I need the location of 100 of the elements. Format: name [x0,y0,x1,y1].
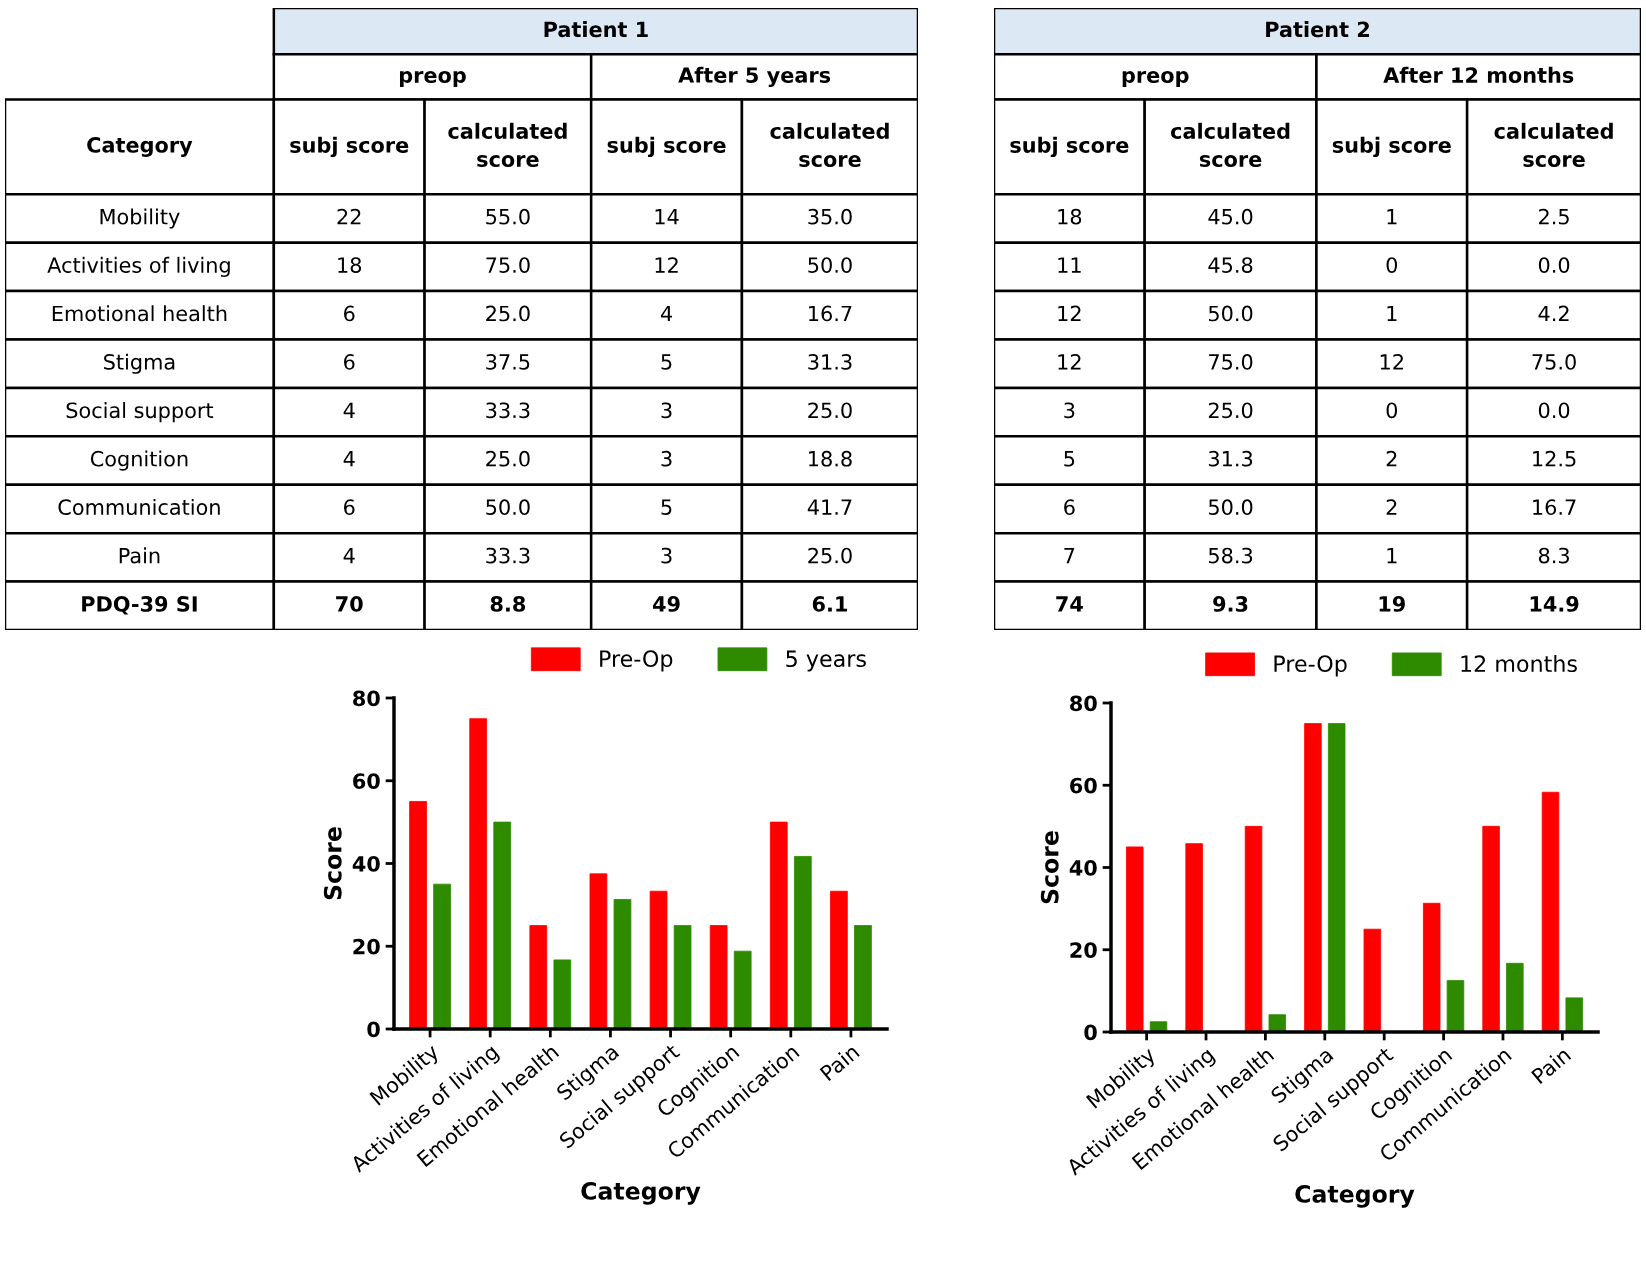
y-tick-label: 40 [1069,859,1097,876]
text: 14.9 [1530,596,1579,612]
legend-label: Pre-Op [1274,655,1347,677]
text: 1 [1387,209,1397,225]
y-tick-label: 20 [353,938,380,955]
legend-label: 5 years [786,650,866,672]
text: Cognition [90,450,188,471]
text: 25.0 [486,305,530,322]
text: calculated score [770,122,889,168]
text: 6 [344,354,355,370]
text: 12.5 [1533,450,1576,467]
bar [1541,791,1560,1032]
bar [1506,962,1524,1032]
bar [613,899,632,1029]
y-tick-label: 60 [353,773,380,789]
text: 50.0 [1208,499,1253,516]
text: Stigma [104,353,175,374]
text: 74 [1056,596,1083,612]
x-tick-label: Pain [1530,1046,1572,1085]
text: 75.0 [1209,354,1253,370]
text: 58.3 [1208,547,1253,564]
text: subj score [290,136,409,158]
text: 45.0 [1208,208,1253,225]
text: 16.7 [1533,499,1576,516]
text: 2.5 [1539,208,1569,225]
bar [1422,902,1441,1032]
bar [830,890,848,1029]
bar [469,718,488,1029]
x-axis-title: Category [1295,1185,1415,1208]
text: 11 [1058,257,1081,273]
text: Patient 1 [544,21,648,38]
text: Social support [66,402,214,423]
text: 14 [655,209,679,225]
y-axis-title: Score [323,827,342,900]
bar [529,925,548,1029]
y-tick-label: 0 [367,1021,380,1038]
text: 6 [344,305,355,322]
y-tick-label: 80 [1070,695,1097,712]
legend-label: 12 months [1461,654,1577,673]
text: calculated score [448,122,567,168]
text: After 12 months [1383,66,1574,83]
text: 75.0 [1532,354,1576,370]
text: 3 [1064,402,1075,419]
text: 5 [661,354,672,370]
bar [409,801,427,1029]
text: 3 [661,450,672,467]
bar [709,925,728,1029]
text: 6.1 [812,596,847,612]
text: calculated score [1170,122,1290,168]
text: 33.3 [486,547,530,564]
text: 55.0 [486,208,530,225]
bar [1185,843,1203,1032]
text: 33.3 [486,402,530,419]
text: 3 [661,547,672,564]
text: Pain [119,547,160,564]
text: After 5 years [678,66,831,88]
text: 6 [344,499,355,516]
bar [493,821,512,1029]
text: preop [1122,71,1189,88]
bar [553,959,572,1029]
bar [649,890,668,1029]
text: 70 [336,596,363,612]
text: 7 [1064,547,1075,564]
bar [1363,928,1382,1032]
text: 0.0 [1538,402,1570,419]
legend-label: Pre-Op [600,650,673,672]
text: 16.7 [809,305,852,322]
y-tick-label: 0 [1084,1024,1097,1041]
text: 8.3 [1538,547,1569,564]
text: 4 [660,305,673,322]
bar [1126,846,1144,1032]
text: 35.0 [808,208,852,225]
text: 4 [343,402,355,418]
text: Activities of living [47,256,230,277]
bar [1268,1014,1287,1032]
x-tick-label: Pain [819,1043,860,1082]
text: 4.2 [1538,305,1569,322]
text: 50.0 [486,499,530,516]
text: 0 [1386,402,1398,419]
bar [1327,723,1346,1032]
bar [793,856,812,1029]
text: 2 [1386,450,1397,467]
text: 41.7 [807,499,852,515]
y-tick-label: 20 [1070,942,1097,958]
y-tick-label: 40 [352,855,380,872]
text: Emotional health [52,305,227,322]
text: 50.0 [1208,305,1253,322]
y-tick-label: 80 [353,690,380,707]
text: 0 [1386,257,1398,273]
x-axis-title: Category [581,1182,701,1205]
text: 5 [1064,451,1075,467]
bar [589,873,608,1029]
text: Communication [58,498,220,516]
bar [1304,723,1322,1032]
text: 9.3 [1213,596,1248,612]
text: 1 [1387,305,1397,322]
bar [433,883,451,1029]
bar [854,925,872,1029]
y-tick-label: 60 [1070,777,1097,794]
text: 0.0 [1538,257,1570,273]
